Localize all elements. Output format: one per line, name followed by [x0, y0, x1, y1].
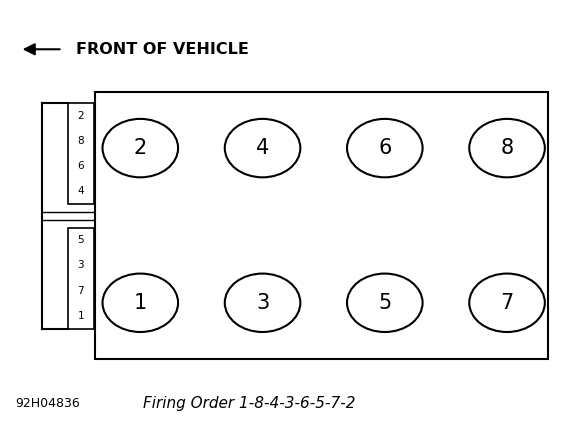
Text: Firing Order 1-8-4-3-6-5-7-2: Firing Order 1-8-4-3-6-5-7-2	[143, 396, 355, 411]
Text: 5: 5	[77, 235, 84, 245]
Text: 2: 2	[134, 138, 147, 158]
Circle shape	[469, 274, 545, 332]
Text: 92H04836: 92H04836	[15, 397, 80, 410]
Text: 8: 8	[77, 136, 84, 146]
Circle shape	[225, 119, 301, 177]
Text: 6: 6	[378, 138, 391, 158]
Text: 8: 8	[500, 138, 514, 158]
Circle shape	[347, 119, 422, 177]
Text: 7: 7	[77, 286, 84, 296]
Text: 3: 3	[256, 293, 269, 313]
Circle shape	[103, 119, 178, 177]
Text: 5: 5	[378, 293, 391, 313]
Text: 2: 2	[77, 111, 84, 120]
Text: 1: 1	[77, 311, 84, 321]
Text: 1: 1	[134, 293, 147, 313]
Text: 6: 6	[77, 161, 84, 171]
Text: 7: 7	[500, 293, 514, 313]
Text: FRONT OF VEHICLE: FRONT OF VEHICLE	[76, 42, 249, 57]
Text: 4: 4	[77, 186, 84, 196]
Bar	[68, 103, 94, 204]
Circle shape	[347, 274, 422, 332]
Bar	[95, 92, 548, 359]
Bar	[68, 228, 94, 328]
Circle shape	[103, 274, 178, 332]
Circle shape	[225, 274, 301, 332]
Text: 4: 4	[256, 138, 269, 158]
Text: 3: 3	[77, 261, 84, 270]
Circle shape	[469, 119, 545, 177]
